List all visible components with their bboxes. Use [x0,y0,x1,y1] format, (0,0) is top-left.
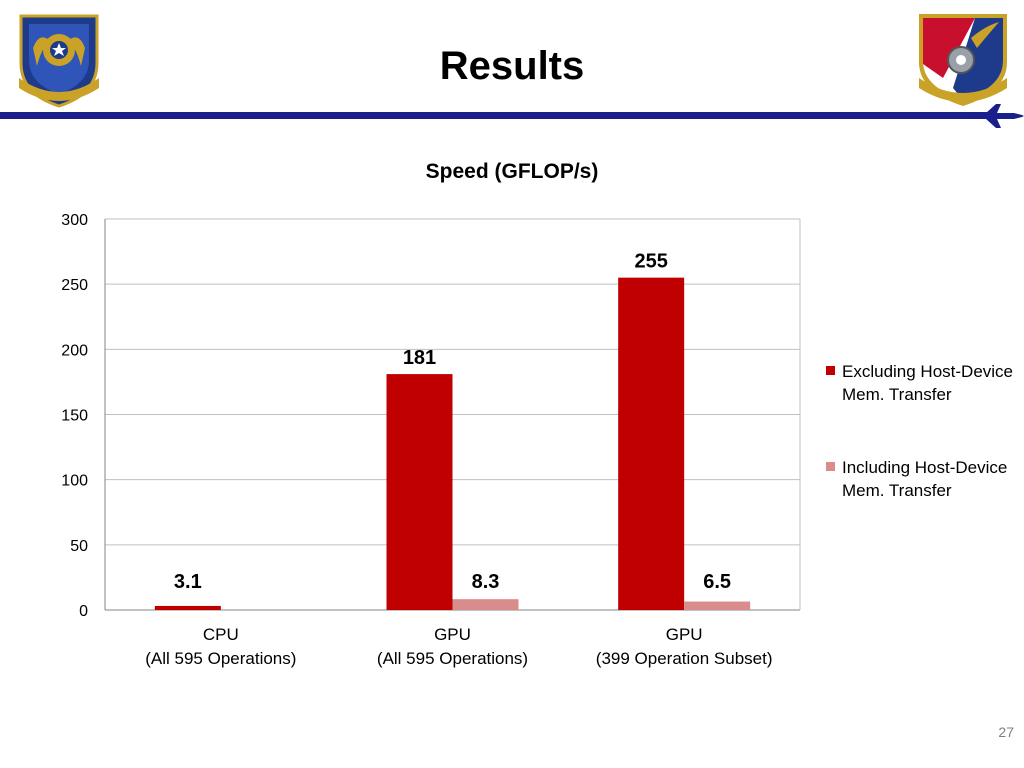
y-tick-label: 300 [61,212,88,229]
legend-item-including: Including Host-Device Mem. Transfer [826,456,1016,502]
bar-excluding-0 [154,605,221,610]
legend-label-including: Including Host-Device Mem. Transfer [842,458,1008,500]
data-label: 8.3 [472,571,500,593]
y-tick-label: 0 [79,603,88,620]
x-category-label: GPU [666,625,703,644]
bar-excluding-2 [618,277,685,610]
legend-swatch-excluding [826,366,835,375]
legend-swatch-including [826,462,835,471]
data-label: 181 [403,347,436,369]
header-rule [0,112,990,119]
x-category-label: (All 595 Operations) [145,649,296,668]
x-category-label: GPU [434,625,471,644]
legend-label-excluding: Excluding Host-Device Mem. Transfer [842,362,1014,404]
y-tick-label: 250 [61,277,88,294]
y-tick-label: 100 [61,473,88,490]
x-category-label: (399 Operation Subset) [596,649,773,668]
slide-title: Results [439,44,585,88]
y-tick-label: 50 [70,538,88,555]
bar-excluding-1 [386,374,453,610]
bar-including-1 [452,599,519,610]
data-label: 255 [634,251,667,273]
jet-icon [970,104,1024,128]
oklahoma-city-alc-seal-logo [19,14,99,108]
chart-legend: Excluding Host-Device Mem. Transfer Incl… [826,360,1016,502]
page-number: 27 [998,724,1014,740]
legend-item-excluding: Excluding Host-Device Mem. Transfer [826,360,1016,406]
y-tick-label: 150 [61,408,88,425]
chart-title: Speed (GFLOP/s) [426,160,599,183]
data-label: 6.5 [703,571,731,593]
software-maintenance-group-shield-logo [919,14,1007,106]
data-label: 3.1 [174,571,202,593]
bar-including-2 [684,601,751,610]
x-category-label: (All 595 Operations) [377,649,528,668]
x-category-label: CPU [203,625,239,644]
y-tick-label: 200 [61,342,88,359]
